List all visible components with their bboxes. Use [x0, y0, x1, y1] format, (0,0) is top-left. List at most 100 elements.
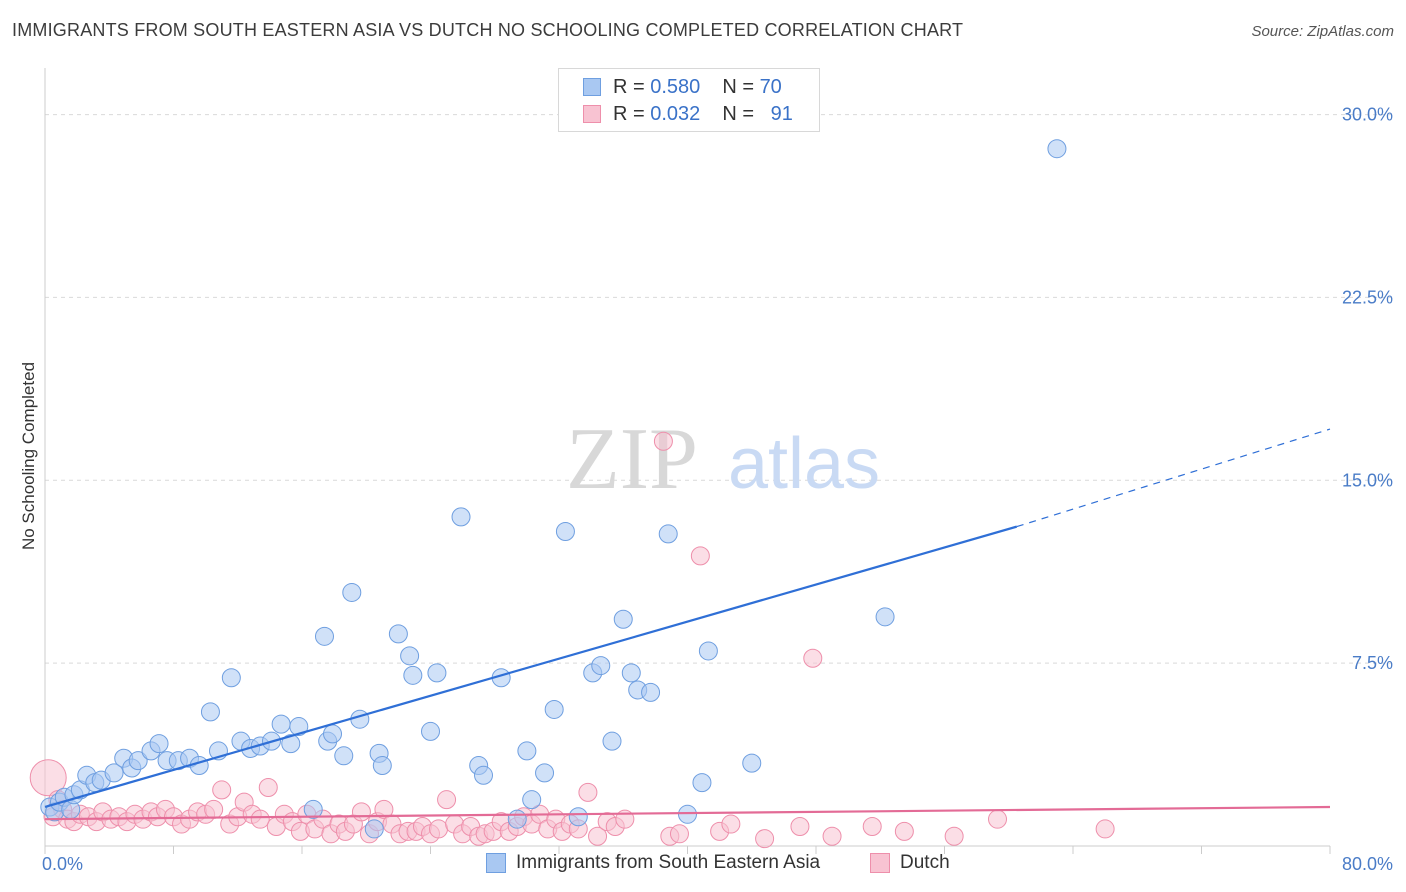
sea-point — [334, 746, 354, 766]
sea-point — [281, 734, 301, 754]
legend-n-label: N = — [722, 102, 754, 125]
dutch-point — [29, 759, 67, 797]
legend-r-value-dutch: 0.032 — [650, 102, 701, 125]
dutch-point — [578, 782, 598, 802]
legend-swatch-dutch — [583, 105, 601, 123]
sea-point — [555, 521, 575, 541]
sea-point — [372, 756, 392, 776]
y-tick-label: 30.0% — [1342, 105, 1393, 125]
y-tick-label: 7.5% — [1352, 653, 1393, 673]
sea-point — [568, 807, 588, 827]
sea-point — [303, 799, 323, 819]
sea-points — [40, 139, 1067, 839]
dutch-point — [204, 799, 224, 819]
sea-trend-line — [44, 525, 1018, 809]
sea-point — [613, 609, 633, 629]
legend-row-dutch: R = 0.032 N = 91 — [583, 102, 793, 126]
dutch-point — [669, 824, 689, 844]
sea-point — [602, 731, 622, 751]
sea-point — [742, 753, 762, 773]
sea-point — [104, 763, 124, 783]
trend-lines — [44, 428, 1331, 821]
sea-point — [128, 751, 148, 771]
chart-title: IMMIGRANTS FROM SOUTH EASTERN ASIA VS DU… — [12, 20, 964, 40]
legend-r-label: R = — [613, 75, 645, 98]
legend-row-sea: R = 0.580 N = 70 — [583, 75, 782, 99]
sea-point — [323, 724, 343, 744]
dutch-points — [29, 431, 1115, 849]
sea-point — [474, 765, 494, 785]
legend-n-value-sea: 70 — [759, 75, 782, 98]
series-legend-sea: Immigrants from South Eastern Asia — [486, 852, 820, 874]
dutch-point — [588, 826, 608, 846]
sea-point — [400, 646, 420, 666]
x-tick-label: 80.0% — [1342, 854, 1393, 874]
sea-point — [658, 524, 678, 544]
series-label-dutch: Dutch — [900, 852, 950, 873]
watermark: ZIP atlas — [566, 411, 880, 508]
axes — [44, 68, 1331, 854]
watermark-atlas: atlas — [728, 424, 880, 504]
sea-point — [271, 714, 291, 734]
legend-swatch-sea — [583, 78, 601, 96]
sea-point — [507, 809, 527, 829]
sea-point — [875, 607, 895, 627]
sea-point — [698, 641, 718, 661]
watermark-zip: ZIP — [566, 411, 698, 508]
dutch-point — [721, 814, 741, 834]
sea-point — [517, 741, 537, 761]
dutch-point — [351, 802, 371, 822]
dutch-point — [429, 819, 449, 839]
y-tick-label: 22.5% — [1342, 287, 1393, 307]
dutch-point — [790, 816, 810, 836]
sea-point — [342, 582, 362, 602]
stats-legend: R = 0.580 N = 70 R = 0.032 N = 91 — [558, 68, 820, 132]
series-swatch-sea — [486, 853, 506, 873]
sea-point — [350, 709, 370, 729]
x-tick-label: 0.0% — [42, 854, 83, 874]
dutch-point — [988, 809, 1008, 829]
sea-point — [591, 656, 611, 676]
sea-point — [678, 804, 697, 824]
dutch-point — [258, 777, 278, 797]
dutch-point — [755, 829, 775, 849]
dutch-point — [862, 816, 882, 836]
sea-point — [535, 763, 555, 783]
tick-labels: 7.5% 15.0% 22.5% 30.0% 0.0% 80.0% — [42, 105, 1393, 874]
series-legend: Immigrants from South Eastern Asia Dutch — [0, 852, 1406, 878]
legend-n-label: N = — [722, 75, 754, 98]
sea-point — [621, 663, 641, 683]
dutch-point — [437, 790, 457, 810]
sea-point — [388, 624, 408, 644]
series-legend-dutch: Dutch — [870, 852, 950, 874]
sea-point — [692, 773, 712, 793]
dutch-point — [894, 821, 914, 841]
sea-point — [364, 819, 384, 839]
dutch-point — [1095, 819, 1115, 839]
series-swatch-dutch — [870, 853, 890, 873]
y-tick-label: 15.0% — [1342, 470, 1393, 490]
dutch-point — [944, 826, 964, 846]
dutch-point — [250, 809, 270, 829]
sea-point — [421, 721, 440, 741]
legend-r-value-sea: 0.580 — [650, 75, 701, 98]
sea-point — [314, 626, 334, 646]
gridlines — [45, 114, 1392, 664]
dutch-point — [822, 826, 842, 846]
sea-trend-extension — [1016, 428, 1331, 528]
sea-point — [200, 702, 220, 722]
sea-point — [149, 734, 169, 754]
sea-point — [427, 663, 447, 683]
legend-r-label: R = — [613, 102, 645, 125]
sea-point — [403, 665, 423, 685]
series-label-sea: Immigrants from South Eastern Asia — [516, 852, 821, 873]
dutch-point — [803, 648, 823, 668]
sea-point — [189, 756, 209, 776]
sea-point — [544, 699, 564, 719]
legend-n-value-dutch: 91 — [770, 102, 793, 125]
y-axis-label: No Schooling Completed — [19, 362, 38, 550]
dutch-point — [212, 780, 232, 800]
sea-point — [1047, 139, 1067, 159]
sea-point — [289, 717, 309, 737]
